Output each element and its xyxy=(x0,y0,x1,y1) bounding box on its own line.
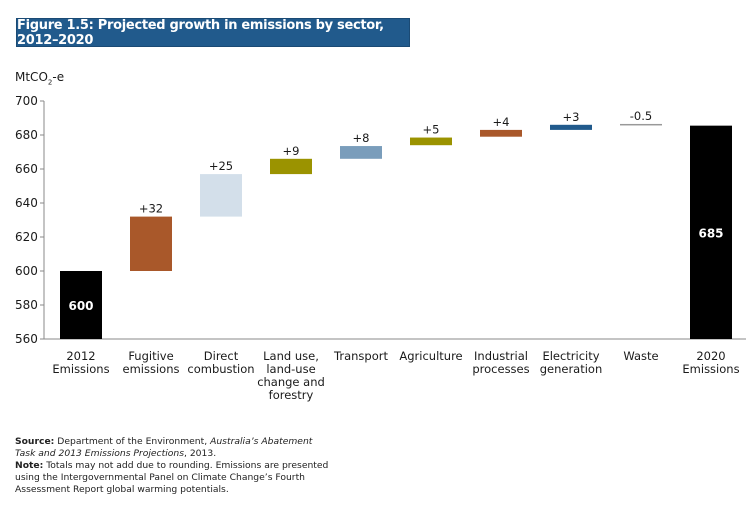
data-label: 600 xyxy=(68,299,93,313)
x-tick-label: Industrial xyxy=(474,349,528,363)
data-label: +25 xyxy=(209,159,233,173)
data-label: 685 xyxy=(698,226,723,240)
rounding-note: Note: Totals may not add due to rounding… xyxy=(15,460,329,495)
y-tick-label: 580 xyxy=(15,298,38,312)
y-tick-label: 660 xyxy=(15,162,38,176)
bar-transport xyxy=(340,146,382,159)
x-tick-label: 2012 xyxy=(66,349,95,363)
y-tick-label: 560 xyxy=(15,332,38,346)
x-tick-label: forestry xyxy=(269,388,314,402)
x-tick-label: Electricity xyxy=(542,349,599,363)
bar-waste xyxy=(620,123,662,126)
waterfall-chart: 5605806006206406606807006002012Emissions… xyxy=(15,94,746,402)
figure-title-bar: Figure 1.5: Projected growth in emission… xyxy=(16,17,410,48)
bar-agriculture xyxy=(410,137,452,146)
x-tick-label: processes xyxy=(472,362,529,376)
x-tick-label: 2020 xyxy=(696,349,725,363)
x-tick-label: land-use xyxy=(266,362,315,376)
bar-electricity-generation xyxy=(550,124,592,130)
bar-industrial-processes xyxy=(480,129,522,137)
y-tick-label: 680 xyxy=(15,128,38,142)
y-axis-unit-label: MtCO2-e xyxy=(15,70,65,87)
data-label: +8 xyxy=(353,131,370,145)
x-tick-label: Emissions xyxy=(52,362,109,376)
bar-direct-combustion xyxy=(200,174,242,217)
data-label: -0.5 xyxy=(630,109,652,123)
data-label: +4 xyxy=(493,115,510,129)
x-tick-label: Transport xyxy=(333,349,388,363)
y-tick-label: 640 xyxy=(15,196,38,210)
data-label: +5 xyxy=(423,123,440,137)
data-label: +3 xyxy=(563,110,580,124)
y-tick-label: 600 xyxy=(15,264,38,278)
x-tick-label: Land use, xyxy=(263,349,319,363)
y-tick-label: 700 xyxy=(15,94,38,108)
bar-land-use-land-use-change-and-forestry xyxy=(270,158,312,175)
y-tick-label: 620 xyxy=(15,230,38,244)
x-tick-label: generation xyxy=(540,362,603,376)
bar-2020-emissions xyxy=(690,125,732,340)
x-tick-label: Fugitive xyxy=(128,349,173,363)
x-tick-label: Waste xyxy=(623,349,658,363)
bar-fugitive-emissions xyxy=(130,216,172,271)
data-label: +9 xyxy=(283,144,300,158)
chart-title: Figure 1.5: Projected growth in emission… xyxy=(17,17,384,48)
source-note: Source: Department of the Environment, A… xyxy=(15,436,313,459)
chart-notes: Source: Department of the Environment, A… xyxy=(15,436,335,496)
bar-2012-emissions xyxy=(60,271,102,339)
x-tick-label: Agriculture xyxy=(399,349,462,363)
x-tick-label: emissions xyxy=(123,362,180,376)
data-label: +32 xyxy=(139,202,163,216)
x-tick-label: Emissions xyxy=(682,362,739,376)
x-tick-label: change and xyxy=(257,375,325,389)
x-tick-label: combustion xyxy=(187,362,254,376)
x-tick-label: Direct xyxy=(204,349,239,363)
